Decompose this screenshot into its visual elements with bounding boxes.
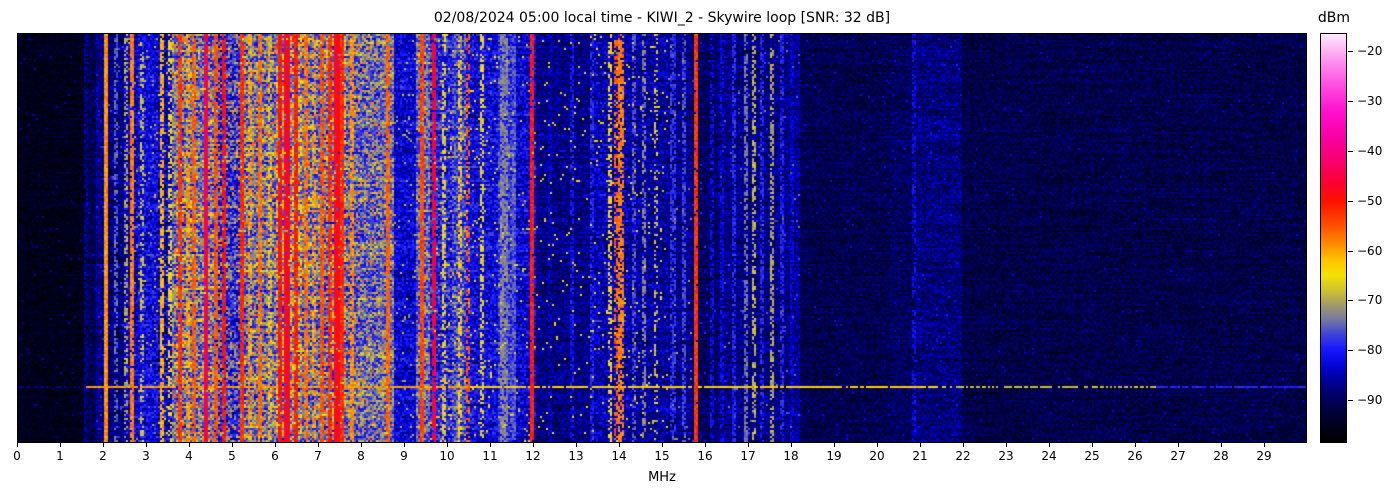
x-tick-mark — [662, 443, 663, 447]
x-tick-mark — [146, 443, 147, 447]
x-tick-mark — [1135, 443, 1136, 447]
x-tick-label: 2 — [99, 449, 107, 463]
x-tick-mark — [705, 443, 706, 447]
x-tick-label: 4 — [185, 449, 193, 463]
x-tick-mark — [361, 443, 362, 447]
colorbar-tick-label: −50 — [1357, 193, 1383, 208]
x-tick-label: 12 — [525, 449, 541, 463]
x-tick-label: 26 — [1127, 449, 1143, 463]
x-tick-mark — [189, 443, 190, 447]
x-tick-label: 18 — [783, 449, 799, 463]
x-tick-label: 23 — [998, 449, 1014, 463]
colorbar-tick-label: −70 — [1357, 293, 1383, 308]
x-tick-mark — [1049, 443, 1050, 447]
x-tick-label: 9 — [400, 449, 408, 463]
x-tick-label: 19 — [826, 449, 842, 463]
x-tick-mark — [963, 443, 964, 447]
x-tick-mark — [404, 443, 405, 447]
x-tick-label: 6 — [271, 449, 279, 463]
colorbar-tick-label: −40 — [1357, 143, 1383, 158]
x-tick-label: 25 — [1084, 449, 1100, 463]
x-tick-mark — [275, 443, 276, 447]
colorbar — [1320, 33, 1347, 443]
x-tick-mark — [533, 443, 534, 447]
x-tick-label: 21 — [912, 449, 928, 463]
colorbar-tick-mark — [1348, 150, 1353, 152]
colorbar-tick-mark — [1348, 100, 1353, 102]
x-tick-mark — [1092, 443, 1093, 447]
x-tick-mark — [103, 443, 104, 447]
chart-title: 02/08/2024 05:00 local time - KIWI_2 - S… — [433, 10, 891, 26]
colorbar-tick-mark — [1348, 300, 1353, 302]
spectrogram-plot — [17, 33, 1307, 443]
x-tick-mark — [490, 443, 491, 447]
colorbar-tick-mark — [1348, 400, 1353, 402]
x-tick-label: 1 — [56, 449, 64, 463]
x-tick-mark — [877, 443, 878, 447]
x-tick-label: 10 — [439, 449, 455, 463]
x-tick-label: 17 — [740, 449, 756, 463]
colorbar-tick-label: −80 — [1357, 343, 1383, 358]
x-tick-label: 28 — [1213, 449, 1229, 463]
x-tick-mark — [791, 443, 792, 447]
x-tick-mark — [1264, 443, 1265, 447]
x-tick-label: 13 — [568, 449, 584, 463]
x-tick-mark — [834, 443, 835, 447]
x-tick-mark — [1006, 443, 1007, 447]
x-tick-label: 3 — [142, 449, 150, 463]
colorbar-tick-label: −90 — [1357, 393, 1383, 408]
x-tick-mark — [318, 443, 319, 447]
colorbar-tick-mark — [1348, 200, 1353, 202]
x-tick-mark — [619, 443, 620, 447]
x-tick-label: 15 — [654, 449, 670, 463]
x-tick-mark — [17, 443, 18, 447]
colorbar-tick-label: −20 — [1357, 44, 1383, 58]
colorbar-tick-mark — [1348, 350, 1353, 352]
x-tick-label: 29 — [1256, 449, 1272, 463]
x-tick-label: 11 — [482, 449, 498, 463]
x-tick-label: 24 — [1041, 449, 1057, 463]
x-tick-mark — [748, 443, 749, 447]
x-tick-label: 22 — [955, 449, 971, 463]
x-tick-label: 5 — [228, 449, 236, 463]
x-axis-label: MHz — [648, 470, 676, 485]
colorbar-tick-mark — [1348, 250, 1353, 252]
colorbar-tick-label: −30 — [1357, 93, 1383, 108]
x-tick-label: 8 — [357, 449, 365, 463]
x-tick-mark — [920, 443, 921, 447]
x-tick-label: 27 — [1170, 449, 1186, 463]
x-tick-label: 14 — [611, 449, 627, 463]
colorbar-tick-mark — [1348, 51, 1353, 52]
x-tick-mark — [60, 443, 61, 447]
x-tick-mark — [232, 443, 233, 447]
x-tick-mark — [447, 443, 448, 447]
x-tick-label: 20 — [869, 449, 885, 463]
x-tick-label: 16 — [697, 449, 713, 463]
x-tick-mark — [1178, 443, 1179, 447]
x-tick-mark — [576, 443, 577, 447]
x-tick-label: 7 — [314, 449, 322, 463]
x-tick-label: 0 — [13, 449, 21, 463]
colorbar-tick-label: −60 — [1357, 243, 1383, 258]
colorbar-unit-label: dBm — [1317, 10, 1351, 26]
x-tick-mark — [1221, 443, 1222, 447]
spectrogram-canvas — [18, 34, 1306, 442]
